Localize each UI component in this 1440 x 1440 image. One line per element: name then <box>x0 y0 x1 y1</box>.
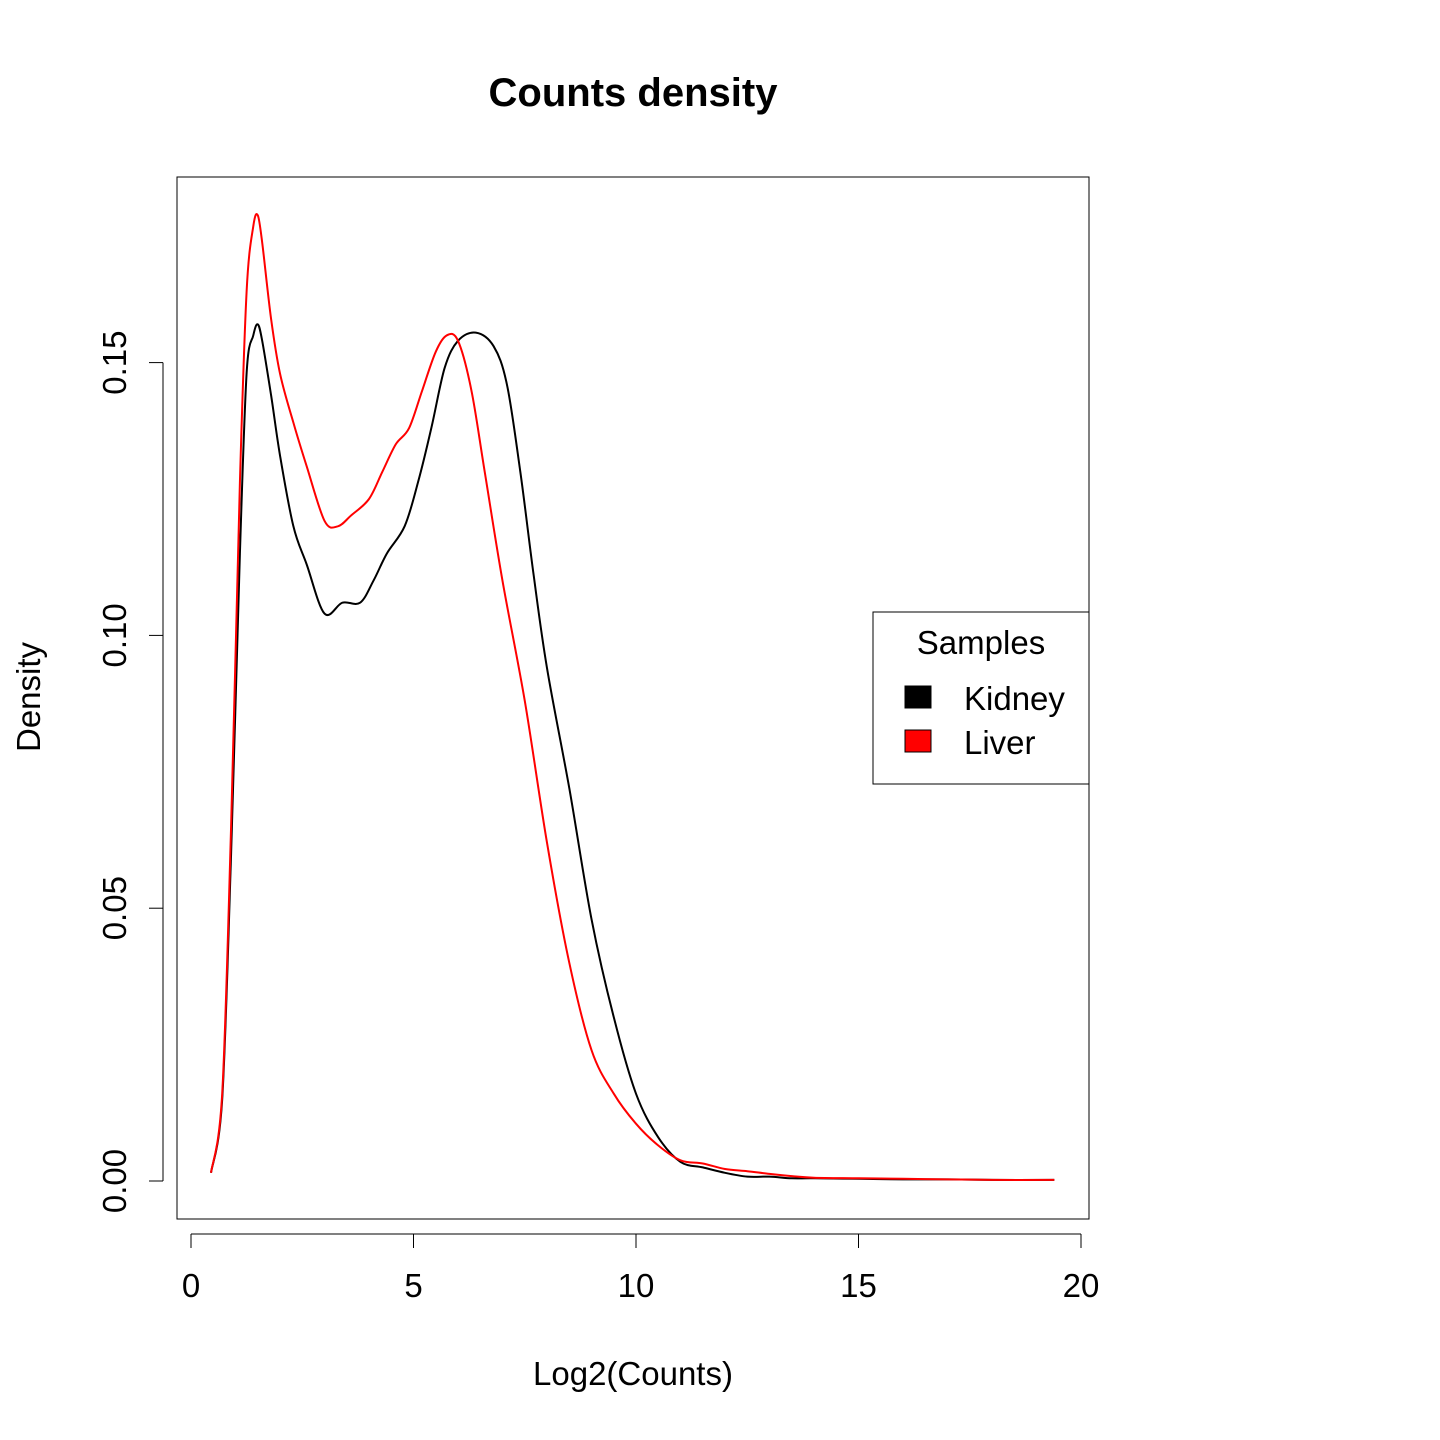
series-line-liver <box>210 213 1055 1181</box>
series-layer <box>210 213 1055 1181</box>
y-tick-label: 0.15 <box>96 330 133 394</box>
y-axis-label: Density <box>10 641 47 752</box>
legend: Samples Kidney Liver <box>872 611 1090 785</box>
y-tick-label: 0.10 <box>96 603 133 667</box>
x-tick-label: 10 <box>618 1267 655 1304</box>
legend-title: Samples <box>917 624 1045 661</box>
x-tick-label: 20 <box>1063 1267 1100 1304</box>
legend-swatch-kidney <box>904 685 932 709</box>
x-axis-label: Log2(Counts) <box>533 1355 733 1392</box>
series-line-kidney <box>210 323 1055 1181</box>
y-tick-label: 0.00 <box>96 1149 133 1213</box>
x-axis: 0 5 10 15 20 <box>182 1233 1100 1304</box>
x-tick-label: 5 <box>404 1267 422 1304</box>
chart-title: Counts density <box>489 71 779 115</box>
x-tick-label: 15 <box>840 1267 877 1304</box>
y-tick-label: 0.05 <box>96 876 133 940</box>
legend-label-kidney: Kidney <box>964 680 1065 717</box>
legend-swatch-liver <box>904 729 932 753</box>
x-tick-label: 0 <box>182 1267 200 1304</box>
legend-label-liver: Liver <box>964 724 1036 761</box>
y-axis: 0.00 0.05 0.10 0.15 <box>96 330 164 1213</box>
